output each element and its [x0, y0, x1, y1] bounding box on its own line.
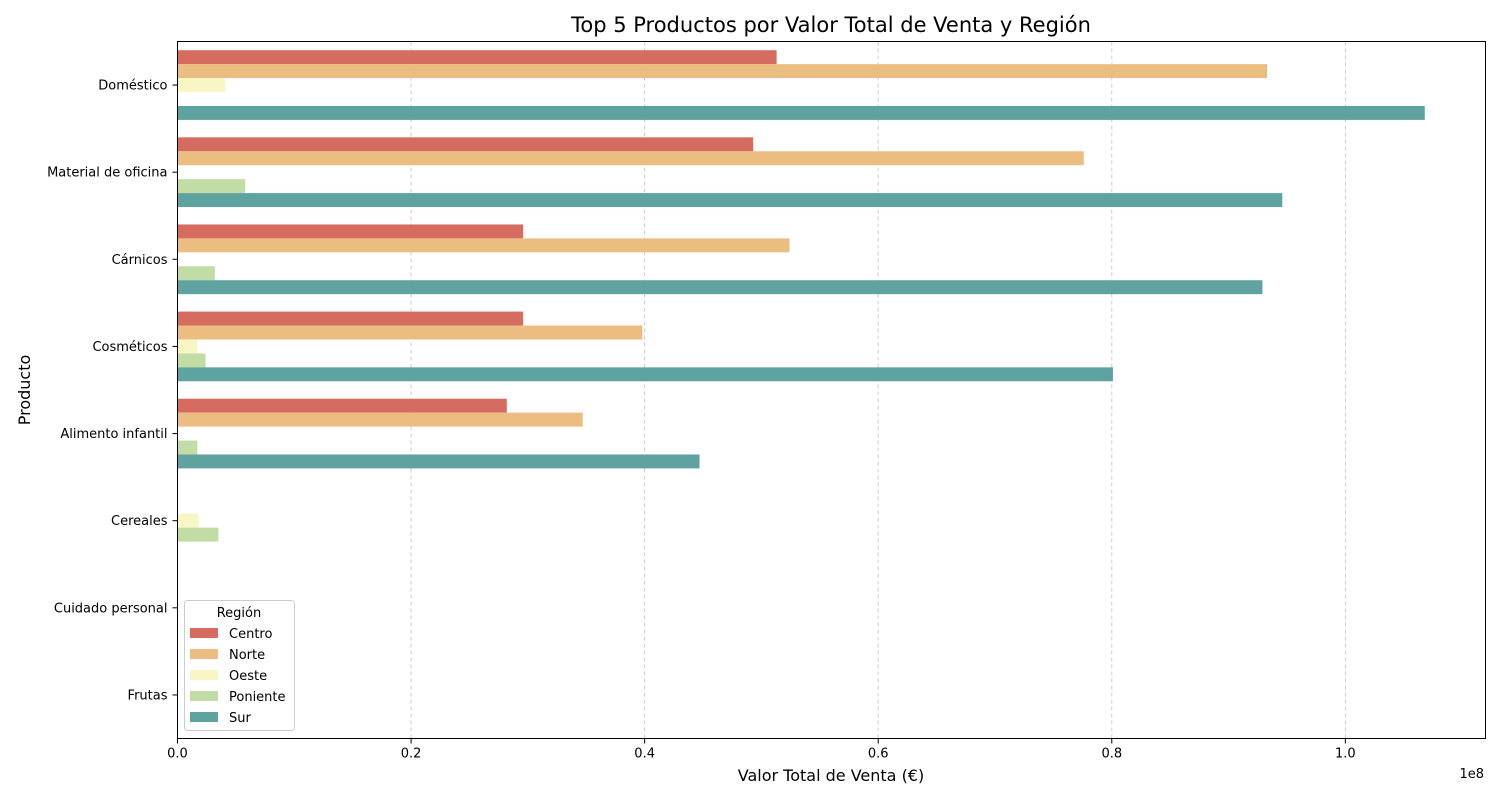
- y-tick-label: Material de oficina: [47, 166, 167, 181]
- bar-norte: [177, 151, 1084, 166]
- plot-frame: [177, 41, 1486, 739]
- y-tick-label: Cárnicos: [112, 253, 168, 268]
- bar-poniente: [177, 527, 219, 542]
- chart-title: Top 5 Productos por Valor Total de Venta…: [570, 13, 1091, 37]
- y-tick-label: Doméstico: [98, 79, 167, 94]
- bar-sur: [177, 367, 1113, 382]
- bar-oeste: [177, 78, 226, 93]
- bar-poniente: [177, 179, 246, 194]
- y-tick-label: Cereales: [111, 514, 168, 529]
- legend-entry-label: Poniente: [229, 690, 286, 705]
- x-tick-label: 1.0: [1335, 747, 1356, 762]
- bar-norte: [177, 238, 790, 253]
- x-tick-label: 0.4: [634, 747, 655, 762]
- y-axis-label: Producto: [15, 355, 34, 426]
- bar-centro: [177, 224, 524, 239]
- bar-oeste: [177, 513, 199, 528]
- legend-swatch: [190, 649, 218, 659]
- bar-poniente: [177, 440, 198, 455]
- bar-sur: [177, 105, 1425, 120]
- legend-swatch: [190, 628, 218, 638]
- x-tick-label: 0.6: [868, 747, 889, 762]
- bar-centro: [177, 50, 777, 65]
- legend-entry-label: Oeste: [229, 669, 267, 684]
- legend-entry-label: Sur: [229, 711, 251, 726]
- x-axis-ticks: 0.0 0.2 0.4 0.6 0.8 1.0: [167, 738, 1356, 762]
- legend-swatch: [190, 691, 218, 701]
- legend-entry-label: Centro: [229, 627, 272, 642]
- bar-poniente: [177, 353, 206, 368]
- y-axis-ticks: Doméstico Material de oficina Cárnicos Cosm…: [47, 79, 178, 703]
- legend-swatch: [190, 712, 218, 722]
- x-axis-offset-label: 1e8: [1459, 767, 1484, 782]
- bar-norte: [177, 325, 643, 340]
- bar-norte: [177, 64, 1268, 79]
- legend-title: Región: [217, 606, 262, 621]
- bar-sur: [177, 280, 1263, 295]
- legend-swatch: [190, 670, 218, 680]
- bar-sur: [177, 454, 700, 469]
- legend-entry-label: Norte: [229, 648, 265, 663]
- bar-centro: [177, 137, 754, 152]
- x-tick-label: 0.2: [401, 747, 422, 762]
- bar-oeste: [177, 339, 198, 354]
- x-tick-label: 0.0: [167, 747, 188, 762]
- y-tick-label: Cosméticos: [92, 340, 167, 355]
- bar-centro: [177, 398, 507, 413]
- bar-centro: [177, 311, 524, 326]
- y-tick-label: Frutas: [128, 688, 168, 703]
- y-tick-label: Cuidado personal: [54, 601, 168, 616]
- x-tick-label: 0.8: [1101, 747, 1122, 762]
- legend: Región Centro Norte Oeste Poniente Sur: [184, 600, 295, 731]
- bars: [177, 50, 1425, 542]
- bar-poniente: [177, 266, 215, 281]
- bar-norte: [177, 412, 583, 427]
- x-axis-label: Valor Total de Venta (€): [738, 766, 924, 785]
- y-tick-label: Alimento infantil: [60, 427, 167, 442]
- bar-sur: [177, 193, 1283, 208]
